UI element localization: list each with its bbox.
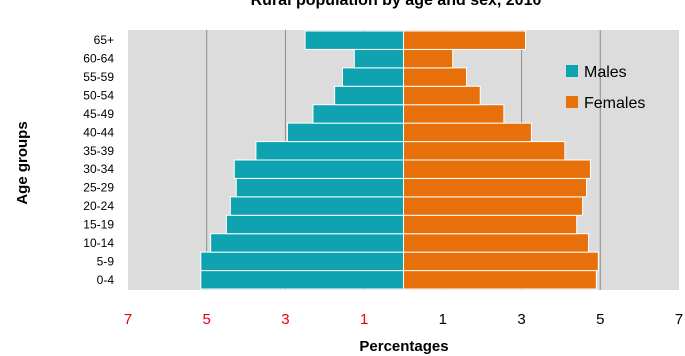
bars <box>200 30 599 290</box>
x-tick-label: 1 <box>360 311 368 328</box>
female-bar-0-4 <box>403 270 597 290</box>
category-label: 35-39 <box>83 144 114 158</box>
x-axis-title: Percentages <box>359 338 448 355</box>
male-bar-10-14 <box>210 233 404 253</box>
legend-label: Males <box>584 64 627 81</box>
female-bar-35-39 <box>403 141 566 161</box>
x-tick-labels: 7 5 3 1 1 3 5 7 <box>124 311 683 328</box>
category-label: 15-19 <box>83 218 114 232</box>
x-tick-label: 5 <box>203 311 211 328</box>
male-bar-0-4 <box>200 270 404 290</box>
x-tick-label: 7 <box>124 311 132 328</box>
category-label: 55-59 <box>83 70 114 84</box>
female-bar-25-29 <box>403 177 588 198</box>
category-label: 5-9 <box>97 254 115 268</box>
male-bar-45-49 <box>312 104 405 124</box>
female-bar-30-34 <box>403 159 591 179</box>
male-bar-40-44 <box>286 122 404 143</box>
category-label: 20-24 <box>83 199 114 213</box>
category-label: 30-34 <box>83 162 114 176</box>
male-bar-5-9 <box>200 251 404 272</box>
male-bar-65+ <box>304 30 405 50</box>
category-label: 45-49 <box>83 107 114 121</box>
x-tick-label: 3 <box>281 311 289 328</box>
female-bar-65+ <box>403 30 527 50</box>
legend: Males Females <box>566 64 645 112</box>
female-bar-20-24 <box>403 196 584 216</box>
male-bar-35-39 <box>255 141 404 161</box>
x-tick-label: 1 <box>439 311 447 328</box>
female-bar-55-59 <box>403 67 467 87</box>
category-labels: 0-4 5-9 10-14 15-19 20-24 25-29 30-34 35-39 40-4… <box>83 33 114 287</box>
male-bar-20-24 <box>229 196 404 216</box>
category-label: 0-4 <box>97 273 115 287</box>
female-bar-60-64 <box>403 48 454 69</box>
x-tick-label: 5 <box>596 311 604 328</box>
female-bar-40-44 <box>403 122 532 143</box>
male-bar-25-29 <box>235 177 404 198</box>
female-bar-45-49 <box>403 104 505 124</box>
category-label: 65+ <box>94 33 114 47</box>
male-bar-15-19 <box>225 214 404 235</box>
chart-title: Rural population by age and sex, 2010 <box>251 0 542 9</box>
x-tick-label: 7 <box>675 311 683 328</box>
legend-swatch <box>566 65 578 77</box>
female-bar-50-54 <box>403 85 481 106</box>
x-tick-label: 3 <box>517 311 525 328</box>
female-bar-10-14 <box>403 233 589 253</box>
male-bar-50-54 <box>334 85 404 106</box>
y-axis-title: Age groups <box>14 121 31 204</box>
female-bar-5-9 <box>403 251 599 272</box>
category-label: 40-44 <box>83 125 114 139</box>
female-bar-15-19 <box>403 214 578 235</box>
male-bar-55-59 <box>341 67 404 87</box>
category-label: 25-29 <box>83 181 114 195</box>
category-label: 10-14 <box>83 236 114 250</box>
male-bar-60-64 <box>353 48 404 69</box>
category-label: 60-64 <box>83 52 114 66</box>
category-label: 50-54 <box>83 89 114 103</box>
legend-label: Females <box>584 95 645 112</box>
legend-swatch <box>566 96 578 108</box>
male-bar-30-34 <box>233 159 404 179</box>
